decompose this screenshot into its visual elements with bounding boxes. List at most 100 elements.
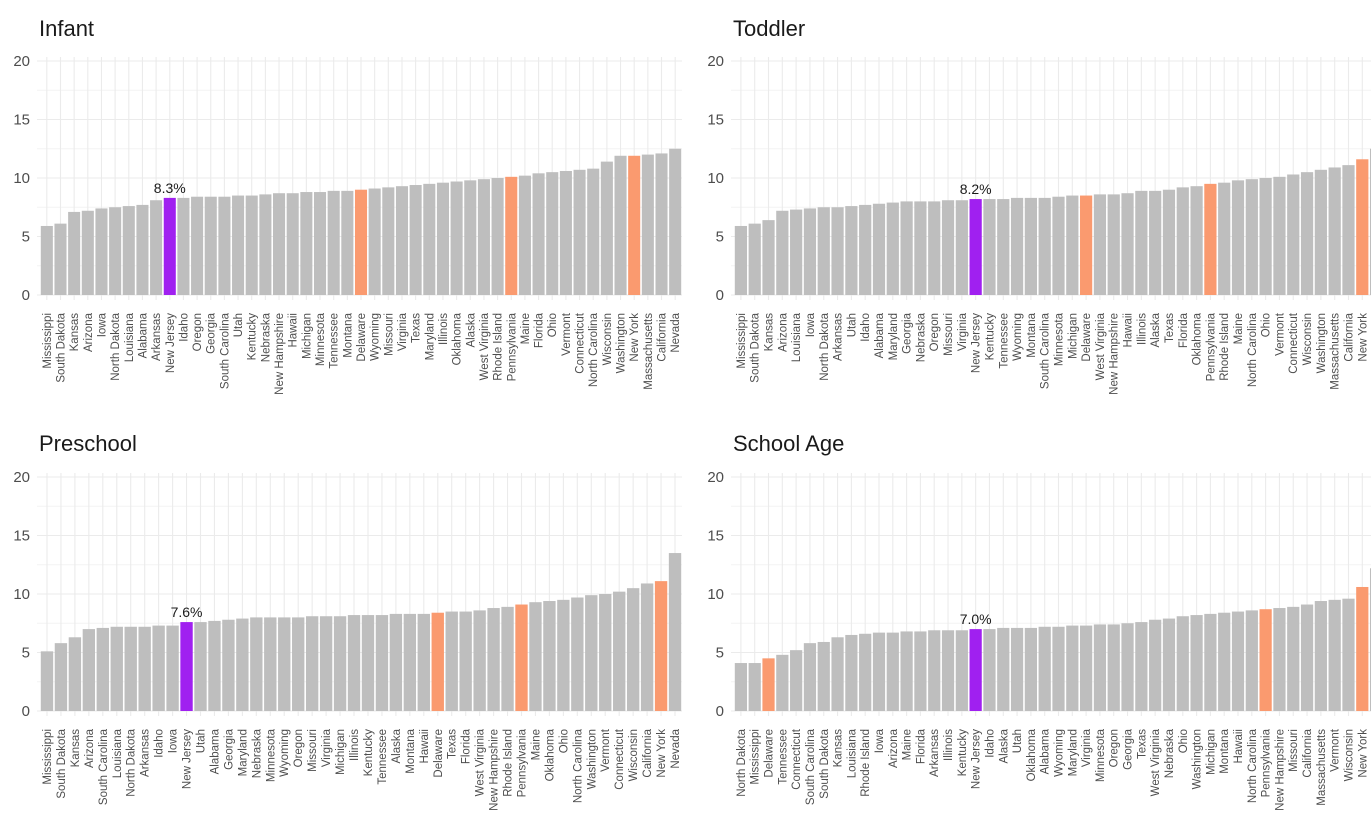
bar-pennsylvania — [505, 177, 517, 295]
bar-connecticut — [1287, 174, 1299, 295]
y-tick-label: 0 — [716, 287, 724, 304]
x-tick-label: Vermont — [600, 728, 612, 772]
bar-louisiana — [123, 206, 135, 295]
x-tick-label: Connecticut — [791, 728, 803, 790]
x-tick-label: Mississippi — [736, 313, 748, 369]
y-tick-label: 5 — [22, 645, 30, 662]
x-tick-label: Georgia — [902, 312, 914, 354]
bar-maryland — [423, 184, 435, 295]
y-tick-label: 20 — [13, 53, 30, 70]
bar-oregon — [292, 617, 304, 711]
x-tick-label: Maine — [902, 729, 914, 760]
bar-texas — [446, 612, 458, 711]
bar-texas — [410, 185, 422, 295]
bar-maine — [529, 602, 541, 711]
bar-louisiana — [790, 210, 802, 295]
x-tick-label: Pennsylvania — [506, 312, 518, 381]
bar-west-virginia — [478, 179, 490, 295]
x-tick-label: Kansas — [764, 313, 776, 352]
bar-new-hampshire — [273, 193, 285, 295]
x-tick-label: Virginia — [957, 312, 969, 351]
bar-georgia — [222, 620, 234, 711]
x-tick-label: North Dakota — [819, 312, 831, 380]
bar-missouri — [942, 200, 954, 295]
x-tick-label: Arizona — [777, 312, 789, 352]
x-tick-label: Idaho — [984, 729, 996, 758]
bar-alabama — [873, 204, 885, 295]
x-tick-label: New Hampshire — [1274, 729, 1286, 811]
bar-new-hampshire — [1273, 608, 1285, 711]
bar-delaware — [1080, 196, 1092, 295]
bar-virginia — [1080, 626, 1092, 711]
x-tick-label: Illinois — [943, 729, 955, 761]
bar-kentucky — [983, 199, 995, 295]
bar-alabama — [136, 205, 148, 295]
x-tick-label: Rhode Island — [493, 313, 505, 381]
bar-ohio — [546, 172, 558, 295]
x-tick-label: Wyoming — [279, 729, 291, 777]
bar-south-carolina — [1039, 198, 1051, 295]
bar-delaware — [355, 190, 367, 295]
x-tick-label: Louisiana — [791, 312, 803, 362]
x-tick-label: Iowa — [805, 312, 817, 337]
x-tick-label: New York — [1357, 729, 1369, 778]
bar-mississippi — [41, 651, 53, 711]
x-tick-label: West Virginia — [1095, 312, 1107, 380]
x-tick-label: Alaska — [391, 728, 403, 763]
bar-maine — [519, 176, 531, 295]
bar-south-dakota — [54, 224, 66, 295]
x-tick-label: New Jersey — [971, 729, 983, 789]
x-tick-label: South Carolina — [98, 728, 110, 805]
x-tick-label: South Carolina — [805, 728, 817, 805]
bar-south-dakota — [818, 642, 830, 711]
bar-missouri — [382, 187, 394, 295]
x-tick-label: South Carolina — [1040, 312, 1052, 389]
x-tick-label: Louisiana — [112, 728, 124, 778]
bar-rhode-island — [1218, 183, 1230, 295]
bar-montana — [341, 191, 353, 295]
x-tick-label: Wisconsin — [602, 313, 614, 365]
bar-montana — [404, 614, 416, 711]
x-tick-label: Alabama — [137, 312, 149, 358]
bar-kansas — [68, 212, 80, 295]
bar-arizona — [82, 211, 94, 295]
bar-north-dakota — [109, 207, 121, 295]
bar-nebraska — [1163, 619, 1175, 711]
bar-minnesota — [264, 617, 276, 711]
x-tick-label: Vermont — [1330, 728, 1342, 772]
bar-south-carolina — [97, 628, 109, 711]
data-label: 8.3% — [154, 180, 186, 196]
x-tick-label: Oklahoma — [1192, 312, 1204, 365]
x-tick-label: New Hampshire — [489, 729, 501, 811]
x-tick-label: Connecticut — [575, 312, 587, 374]
x-tick-label: New Hampshire — [1109, 313, 1121, 395]
x-tick-label: North Carolina — [1247, 312, 1259, 387]
x-tick-label: Texas — [1164, 313, 1176, 343]
bar-kentucky — [246, 196, 258, 295]
y-tick-label: 20 — [707, 469, 724, 486]
bar-california — [1342, 165, 1354, 295]
bar-tennessee — [997, 199, 1009, 295]
bar-idaho — [859, 205, 871, 295]
x-tick-label: Nebraska — [251, 728, 263, 778]
bar-connecticut — [574, 170, 586, 295]
bar-virginia — [320, 616, 332, 711]
bar-nevada — [669, 553, 681, 711]
bar-georgia — [205, 197, 217, 295]
bar-pennsylvania — [1204, 184, 1216, 295]
x-tick-label: Michigan — [301, 313, 313, 359]
bar-alabama — [208, 621, 220, 711]
x-tick-label: Pennsylvania — [1261, 728, 1273, 797]
x-tick-label: Alabama — [209, 728, 221, 774]
x-tick-label: West Virginia — [1150, 728, 1162, 796]
x-tick-label: South Dakota — [819, 728, 831, 798]
bar-rhode-island — [492, 178, 504, 295]
x-tick-label: North Carolina — [572, 728, 584, 803]
x-tick-label: Oregon — [192, 313, 204, 351]
x-tick-label: Oklahoma — [544, 728, 556, 781]
x-tick-label: Washington — [1316, 313, 1328, 373]
x-tick-label: Delaware — [433, 729, 445, 778]
bar-chart: 051015208.2%Mississippi South Dakota Kansa… — [707, 53, 1371, 395]
x-tick-label: Arizona — [84, 728, 96, 768]
